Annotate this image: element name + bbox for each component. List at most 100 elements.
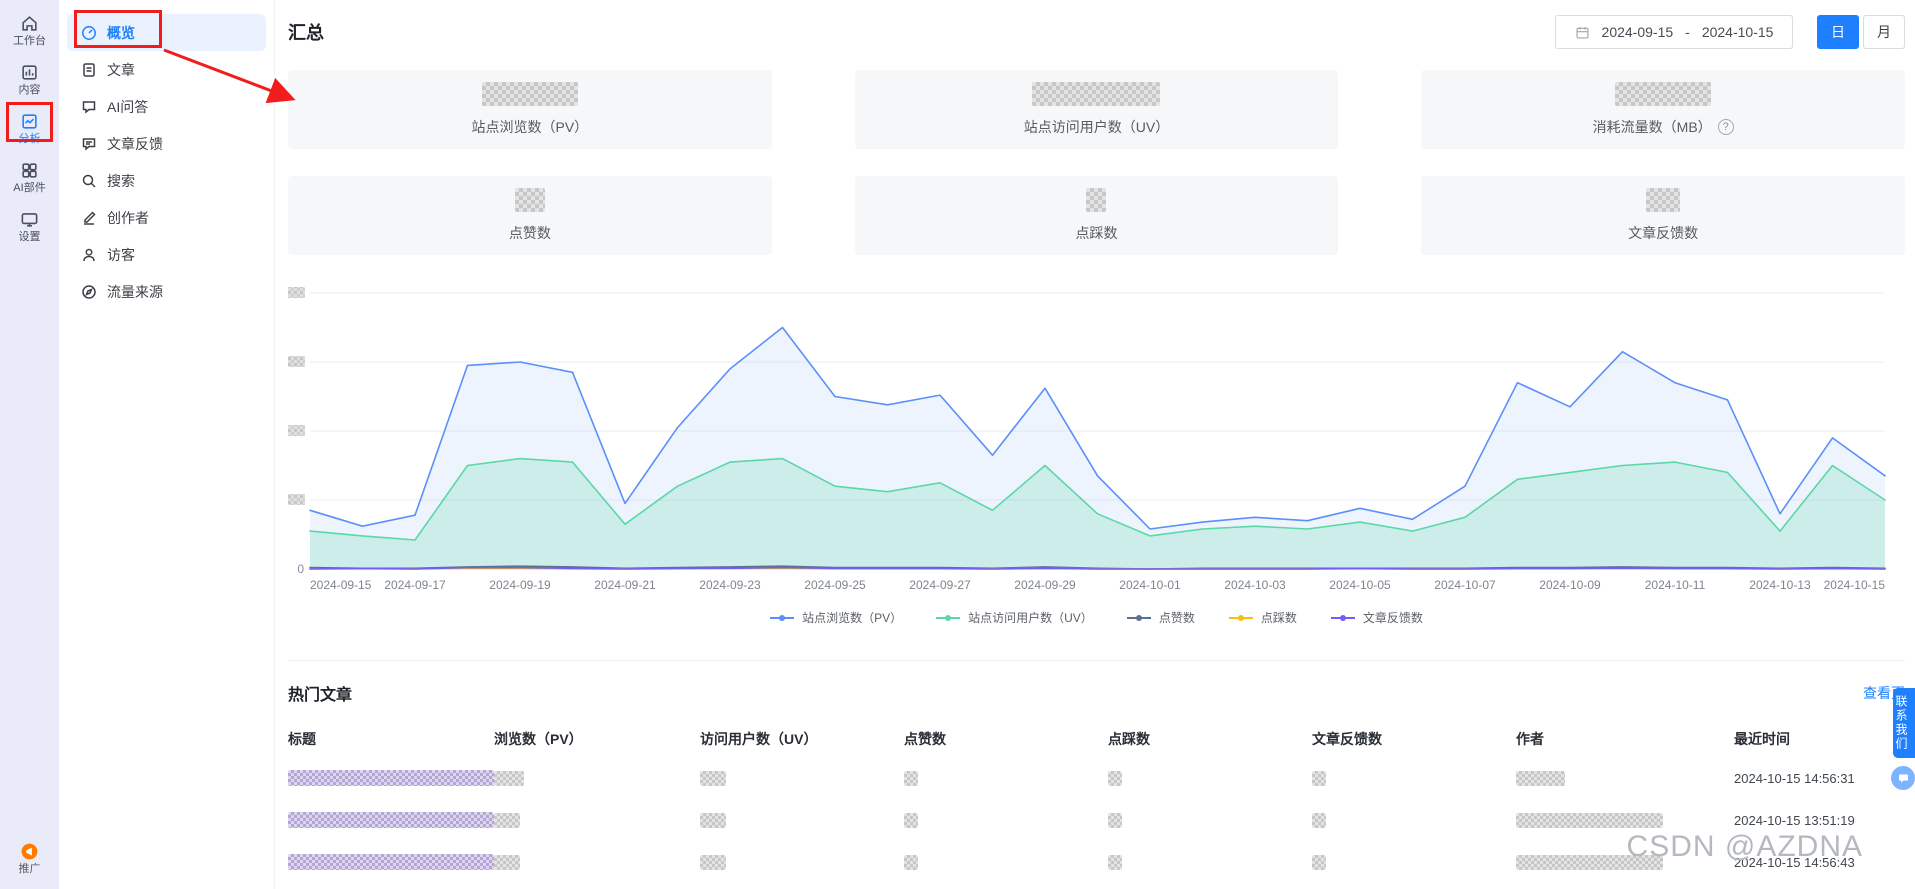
legend-item-likes[interactable]: 点赞数 [1126,609,1195,626]
sidebar-item-label: 文章 [107,61,135,78]
svg-text:2024-10-09: 2024-10-09 [1539,578,1601,592]
column-header-pv: 浏览数（PV） [494,731,583,747]
stat-card-label: 站点浏览数（PV） [471,119,589,135]
topbar: 汇总 2024-09-15 - 2024-10-15 日 月 [288,0,1905,64]
column-header-likes: 点赞数 [904,731,946,747]
stat-card-label: 站点访问用户数（UV） [1023,119,1170,135]
content-icon [22,65,37,80]
stat-card-label: 点踩数 [1075,225,1118,241]
legend-label: 点踩数 [1260,611,1297,625]
rail-item-promotion[interactable]: 推广 [0,834,59,883]
stat-card-label: 点赞数 [508,225,551,241]
svg-text:2024-09-19: 2024-09-19 [489,578,551,592]
legend-item-dislikes[interactable]: 点踩数 [1228,609,1297,626]
masked-author [1516,770,1565,786]
svg-text:2024-10-15: 2024-10-15 [1824,578,1886,592]
column-header-time: 最近时间 [1734,731,1790,747]
hot-articles-section: 热门文章 查看更 标题 浏览数（PV） 访问用户数（UV） 点赞数 点踩数 文章… [288,660,1905,883]
stat-card-feedback: 文章反馈数 [1421,176,1905,255]
column-header-dislikes: 点踩数 [1108,731,1150,747]
masked-dislikes [1108,854,1122,870]
masked-value [481,82,578,106]
chat-bubble-button[interactable] [1891,766,1915,790]
masked-article-title[interactable] [288,854,494,870]
legend-marker [1330,614,1355,621]
stat-card-likes: 点赞数 [288,176,772,255]
date-separator: - [1685,24,1690,40]
sidebar-item-traffic-source[interactable]: 流量来源 [67,273,266,310]
granularity-toggle: 日 月 [1817,15,1905,49]
rail-item-label: 推广 [18,863,41,875]
column-header-author: 作者 [1516,731,1544,747]
table-header-row: 标题 浏览数（PV） 访问用户数（UV） 点赞数 点踩数 文章反馈数 作者 最近… [288,729,1905,749]
table-row: 2024-10-15 13:51:19 [288,799,1905,841]
rail-item-ai-widgets[interactable]: AI部件 [0,153,59,202]
stat-card-dislikes: 点踩数 [854,176,1339,255]
date-range-picker[interactable]: 2024-09-15 - 2024-10-15 [1555,15,1793,49]
sidebar-item-creator[interactable]: 创作者 [67,199,266,236]
day-toggle-button[interactable]: 日 [1817,15,1859,49]
masked-author [1516,812,1663,828]
stat-card-traffic-mb: 消耗流量数（MB） ? [1421,70,1905,149]
svg-text:2024-10-07: 2024-10-07 [1434,578,1496,592]
sidebar-item-label: 流量来源 [107,283,163,300]
masked-pv [494,812,520,828]
floating-contact-widget: 联系我们 [1891,688,1915,790]
masked-feedback [1312,854,1326,870]
settings-monitor-icon [21,213,38,227]
sidebar-item-label: 搜索 [107,172,135,189]
masked-pv [494,854,520,870]
sidebar-item-article-feedback[interactable]: 文章反馈 [67,125,266,162]
legend-item-feedback[interactable]: 文章反馈数 [1330,609,1423,626]
svg-text:2024-10-01: 2024-10-01 [1119,578,1181,592]
masked-value [514,188,545,212]
masked-article-title[interactable] [288,812,494,828]
chat-icon [82,100,96,114]
masked-feedback [1312,812,1326,828]
help-icon[interactable]: ? [1717,119,1734,135]
svg-text:2024-09-25: 2024-09-25 [804,578,866,592]
analysis-icon [22,114,37,129]
secondary-sidebar: 概览 文章 AI问答 文章反馈 搜索 创作者 访客 流量来源 [59,0,275,889]
svg-text:2024-09-23: 2024-09-23 [699,578,761,592]
date-end: 2024-10-15 [1701,24,1774,40]
sidebar-item-search[interactable]: 搜索 [67,162,266,199]
month-toggle-button[interactable]: 月 [1863,15,1905,49]
rail-item-analysis[interactable]: 分析 [0,104,59,153]
line-chart: 0 2024-09-15 2024-09-17 2024-09-19 2024-09-2… [288,287,1886,592]
sidebar-item-visitors[interactable]: 访客 [67,236,266,273]
sidebar-item-label: AI问答 [107,98,149,115]
legend-marker [770,614,795,621]
masked-article-title[interactable] [288,770,494,786]
svg-text:2024-09-29: 2024-09-29 [1014,578,1076,592]
masked-uv [700,854,726,870]
svg-text:2024-09-27: 2024-09-27 [909,578,971,592]
rail-item-settings[interactable]: 设置 [0,202,59,251]
sidebar-item-overview[interactable]: 概览 [67,14,266,51]
masked-feedback [1312,770,1326,786]
sidebar-item-label: 概览 [107,24,135,41]
chat-bubble-icon [1898,773,1908,783]
stat-card-uv: 站点访问用户数（UV） [854,70,1339,149]
legend-item-uv[interactable]: 站点访问用户数（UV） [936,609,1093,626]
rail-item-label: AI部件 [13,182,46,194]
stat-card-label: 消耗流量数（MB） ? [1593,117,1734,137]
rail-item-content[interactable]: 内容 [0,55,59,104]
sidebar-item-articles[interactable]: 文章 [67,51,266,88]
rail-item-workbench[interactable]: 工作台 [0,6,59,55]
legend-item-pv[interactable]: 站点浏览数（PV） [770,609,902,626]
trend-chart: 0 2024-09-15 2024-09-17 2024-09-19 2024-09-2… [288,285,1905,626]
contact-us-tab[interactable]: 联系我们 [1893,688,1915,758]
feedback-icon [82,137,96,151]
sidebar-item-label: 创作者 [107,209,149,226]
calendar-icon [1576,26,1589,38]
main-content: 汇总 2024-09-15 - 2024-10-15 日 月 站点浏览数（PV）… [275,0,1915,889]
sidebar-item-ai-qa[interactable]: AI问答 [67,88,266,125]
svg-text:0: 0 [297,562,304,576]
masked-likes [904,854,918,870]
column-header-title: 标题 [288,731,316,747]
svg-text:2024-10-05: 2024-10-05 [1329,578,1391,592]
sidebar-item-label: 文章反馈 [107,135,163,152]
person-icon [83,248,95,261]
chart-legend: 站点浏览数（PV） 站点访问用户数（UV） 点赞数 点踩数 文章反馈数 [288,609,1905,626]
